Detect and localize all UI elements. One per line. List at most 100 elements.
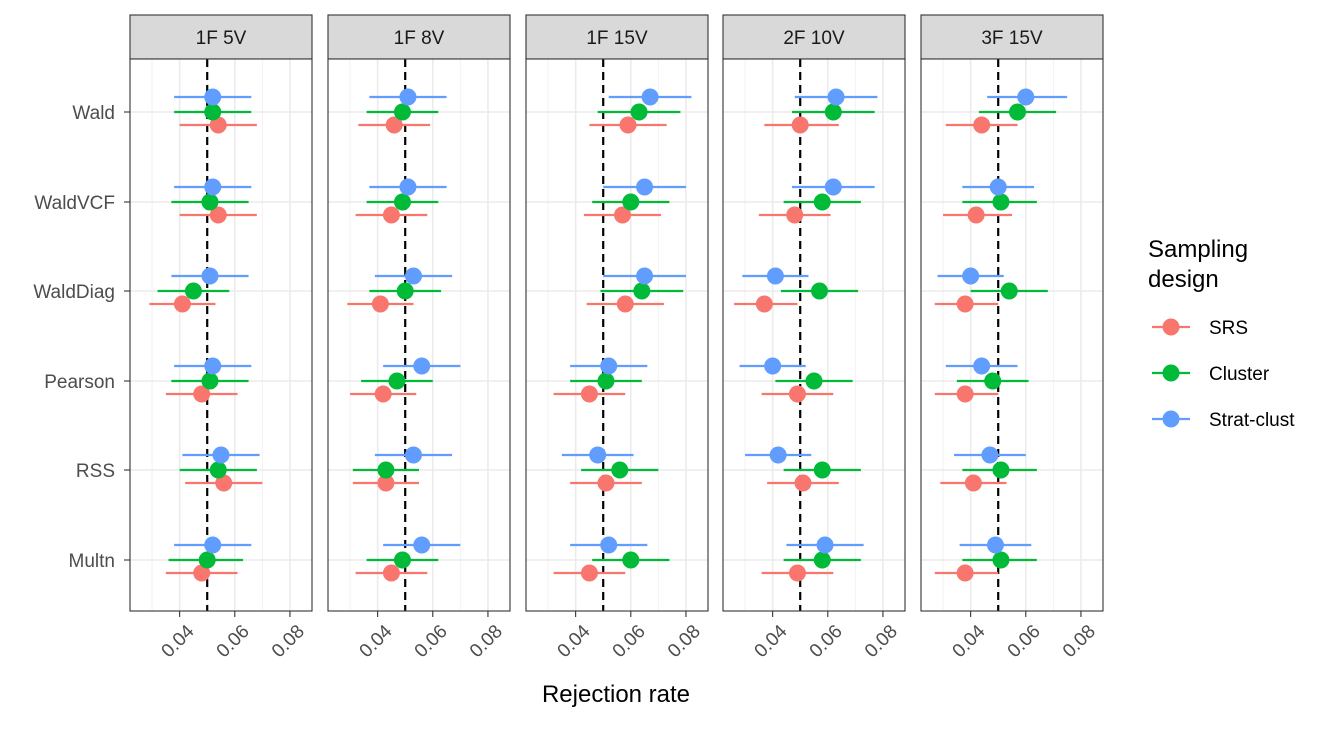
point-strat-clust-rss <box>404 446 422 464</box>
point-strat-clust-walddiag <box>962 267 980 285</box>
point-strat-clust-multn <box>986 536 1004 554</box>
facet-panel-2f-10v: 2F 10V 0.04 0.06 0.08 <box>722 14 906 662</box>
point-strat-clust-rss <box>769 446 787 464</box>
panel-border <box>722 58 906 612</box>
point-strat-clust-wald <box>827 88 845 106</box>
panel-background <box>328 59 510 611</box>
point-srs-walddiag <box>616 295 634 313</box>
point-strat-clust-wald <box>1017 88 1035 106</box>
point-srs-multn <box>788 564 806 582</box>
point-strat-clust-walddiag <box>404 267 422 285</box>
point-strat-clust-pearson <box>413 357 431 375</box>
point-cluster-walddiag <box>811 282 829 300</box>
point-strat-clust-multn <box>816 536 834 554</box>
point-srs-rss <box>597 474 615 492</box>
point-cluster-waldvcf <box>201 193 219 211</box>
point-srs-waldvcf <box>967 206 985 224</box>
point-cluster-wald <box>204 103 222 121</box>
point-cluster-walddiag <box>184 282 202 300</box>
point-srs-rss <box>964 474 982 492</box>
point-cluster-waldvcf <box>813 193 831 211</box>
point-srs-wald <box>619 116 637 134</box>
point-strat-clust-waldvcf <box>204 178 222 196</box>
point-cluster-multn <box>393 551 411 569</box>
point-cluster-pearson <box>984 372 1002 390</box>
point-srs-walddiag <box>173 295 191 313</box>
point-cluster-wald <box>630 103 648 121</box>
x-tick-label: 0.08 <box>1059 621 1100 662</box>
point-cluster-rss <box>209 461 227 479</box>
point-cluster-wald <box>1009 103 1027 121</box>
point-cluster-walddiag <box>396 282 414 300</box>
point-srs-multn <box>382 564 400 582</box>
x-tick-label: 0.08 <box>664 621 705 662</box>
point-srs-wald <box>791 116 809 134</box>
point-strat-clust-pearson <box>204 357 222 375</box>
point-srs-waldvcf <box>614 206 632 224</box>
y-tick-label-rss: RSS <box>76 461 115 482</box>
point-cluster-walddiag <box>633 282 651 300</box>
facet-strip-label: 1F 15V <box>586 28 648 49</box>
x-tick-label: 0.06 <box>411 621 452 662</box>
facet-strip <box>722 14 906 60</box>
facet-panel-3f-15v: 3F 15V 0.04 0.06 0.08 <box>920 14 1104 662</box>
panel-border <box>525 58 709 612</box>
x-tick-label: 0.04 <box>158 621 199 662</box>
point-strat-clust-waldvcf <box>399 178 417 196</box>
point-cluster-multn <box>622 551 640 569</box>
point-strat-clust-pearson <box>600 357 618 375</box>
point-cluster-wald <box>824 103 842 121</box>
point-strat-clust-multn <box>600 536 618 554</box>
x-tick-label: 0.06 <box>213 621 254 662</box>
point-strat-clust-walddiag <box>766 267 784 285</box>
point-srs-waldvcf <box>382 206 400 224</box>
x-tick-label: 0.04 <box>356 621 397 662</box>
point-cluster-multn <box>198 551 216 569</box>
facet-strip-label: 1F 8V <box>394 28 445 49</box>
x-tick-label: 0.06 <box>609 621 650 662</box>
point-srs-waldvcf <box>209 206 227 224</box>
y-tick-label-walddiag: WaldDiag <box>33 282 115 303</box>
point-strat-clust-walddiag <box>636 267 654 285</box>
point-strat-clust-multn <box>204 536 222 554</box>
point-strat-clust-walddiag <box>201 267 219 285</box>
point-srs-walddiag <box>956 295 974 313</box>
facet-strip-label: 1F 5V <box>196 28 247 49</box>
point-cluster-rss <box>992 461 1010 479</box>
facet-strip-label: 3F 15V <box>981 28 1043 49</box>
point-cluster-pearson <box>201 372 219 390</box>
legend: Sampling design SRS Cluster Strat-clust <box>1148 236 1295 431</box>
point-srs-pearson <box>580 385 598 403</box>
point-srs-multn <box>956 564 974 582</box>
y-tick-label-multn: Multn <box>69 551 115 572</box>
point-srs-pearson <box>788 385 806 403</box>
panel-background <box>130 59 312 611</box>
point-strat-clust-rss <box>589 446 607 464</box>
panel-background <box>921 59 1103 611</box>
point-cluster-pearson <box>805 372 823 390</box>
point-srs-rss <box>794 474 812 492</box>
point-cluster-rss <box>377 461 395 479</box>
point-strat-clust-multn <box>413 536 431 554</box>
facet-panel-1f-15v: 1F 15V 0.04 0.06 0.08 <box>525 14 709 662</box>
x-axis-title: Rejection rate <box>542 681 690 708</box>
point-strat-clust-waldvcf <box>989 178 1007 196</box>
x-tick-label: 0.08 <box>268 621 309 662</box>
point-cluster-walddiag <box>1000 282 1018 300</box>
panel-border <box>129 58 313 612</box>
legend-title: design <box>1148 266 1219 293</box>
point-srs-pearson <box>193 385 211 403</box>
point-cluster-pearson <box>597 372 615 390</box>
facet-strip <box>327 14 511 60</box>
point-cluster-waldvcf <box>393 193 411 211</box>
point-cluster-wald <box>393 103 411 121</box>
legend-label-cluster: Cluster <box>1209 364 1270 385</box>
point-strat-clust-wald <box>641 88 659 106</box>
x-tick-label: 0.06 <box>806 621 847 662</box>
point-strat-clust-wald <box>204 88 222 106</box>
legend-key-point <box>1162 410 1180 428</box>
point-srs-walddiag <box>371 295 389 313</box>
point-cluster-rss <box>611 461 629 479</box>
point-srs-wald <box>209 116 227 134</box>
